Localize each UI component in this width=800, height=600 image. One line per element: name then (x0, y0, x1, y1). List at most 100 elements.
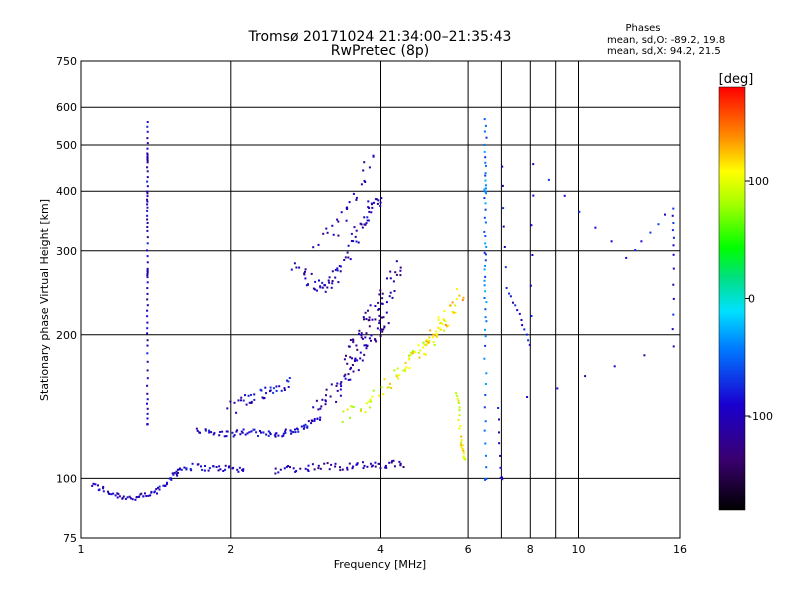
data-point (485, 192, 487, 195)
data-point (485, 164, 487, 167)
data-point (484, 308, 487, 311)
data-point (142, 495, 145, 498)
data-point (664, 213, 666, 216)
data-point (146, 236, 149, 239)
data-point (246, 432, 249, 435)
data-point (423, 352, 426, 355)
data-point (319, 286, 322, 289)
data-point (371, 318, 374, 321)
data-point (505, 287, 508, 289)
data-point (172, 473, 175, 476)
data-point (146, 190, 149, 193)
data-point (343, 358, 346, 361)
data-point (525, 333, 528, 336)
data-point (144, 492, 146, 495)
data-point (242, 468, 245, 471)
data-point (316, 418, 319, 420)
data-point (190, 469, 193, 472)
data-point (146, 339, 149, 342)
data-point (483, 216, 486, 219)
data-point (397, 377, 400, 380)
data-point (418, 356, 421, 359)
data-point (237, 470, 240, 473)
data-point (484, 335, 487, 338)
data-point (359, 222, 362, 225)
data-point (382, 393, 385, 396)
data-point (358, 329, 361, 332)
data-point (672, 236, 675, 239)
data-point (523, 328, 526, 331)
data-point (259, 430, 261, 432)
data-point (378, 463, 381, 465)
data-point (389, 270, 392, 273)
data-point (483, 143, 486, 146)
data-point (440, 321, 443, 324)
data-point (250, 402, 253, 404)
data-point (348, 416, 351, 419)
data-point (382, 328, 385, 331)
data-point (432, 341, 435, 343)
data-point (484, 221, 487, 224)
data-point (594, 226, 597, 229)
data-point (146, 292, 149, 295)
data-point (363, 344, 366, 347)
data-point (342, 410, 345, 413)
data-point (379, 335, 382, 338)
data-point (408, 358, 411, 361)
data-point (303, 426, 306, 429)
data-point (370, 211, 373, 214)
data-point (354, 235, 357, 238)
data-point (353, 359, 356, 362)
data-point (370, 400, 372, 403)
chart-subtitle: RwPretec (8p) (331, 43, 429, 59)
data-point (355, 344, 358, 347)
data-point (388, 295, 391, 298)
data-point (389, 382, 391, 385)
data-point (527, 339, 530, 342)
data-point (462, 456, 465, 459)
data-point (374, 465, 377, 468)
data-point (367, 400, 370, 403)
data-point (226, 407, 229, 410)
data-point (295, 470, 298, 472)
data-point (358, 332, 360, 335)
data-point (307, 420, 310, 423)
data-point (428, 339, 430, 342)
data-point (310, 272, 313, 275)
data-point (671, 214, 674, 217)
data-point (512, 301, 514, 304)
data-point (483, 130, 486, 133)
data-point (121, 497, 124, 500)
data-point (156, 492, 158, 495)
data-point (241, 469, 244, 472)
data-point (146, 147, 149, 150)
data-point (484, 478, 486, 481)
data-point (376, 327, 379, 330)
colorbar-tick-label: -100 (748, 410, 773, 423)
data-point (461, 299, 464, 302)
data-point (146, 192, 149, 195)
data-point (497, 407, 500, 409)
data-point (332, 233, 335, 236)
data-point (353, 226, 356, 229)
data-point (334, 276, 337, 279)
data-point (323, 284, 326, 287)
data-point (432, 336, 434, 339)
data-point (484, 124, 487, 127)
data-point (361, 226, 364, 229)
data-point (367, 219, 370, 222)
data-point (347, 244, 350, 247)
data-point (337, 220, 340, 223)
data-point (124, 497, 127, 500)
data-point (484, 290, 487, 293)
data-point (219, 468, 222, 471)
data-point (365, 344, 368, 347)
data-point (402, 369, 405, 372)
data-point (364, 336, 367, 339)
data-point (501, 184, 504, 187)
data-point (437, 326, 440, 329)
data-point (404, 361, 407, 364)
data-point (302, 427, 305, 430)
data-point (321, 281, 324, 284)
